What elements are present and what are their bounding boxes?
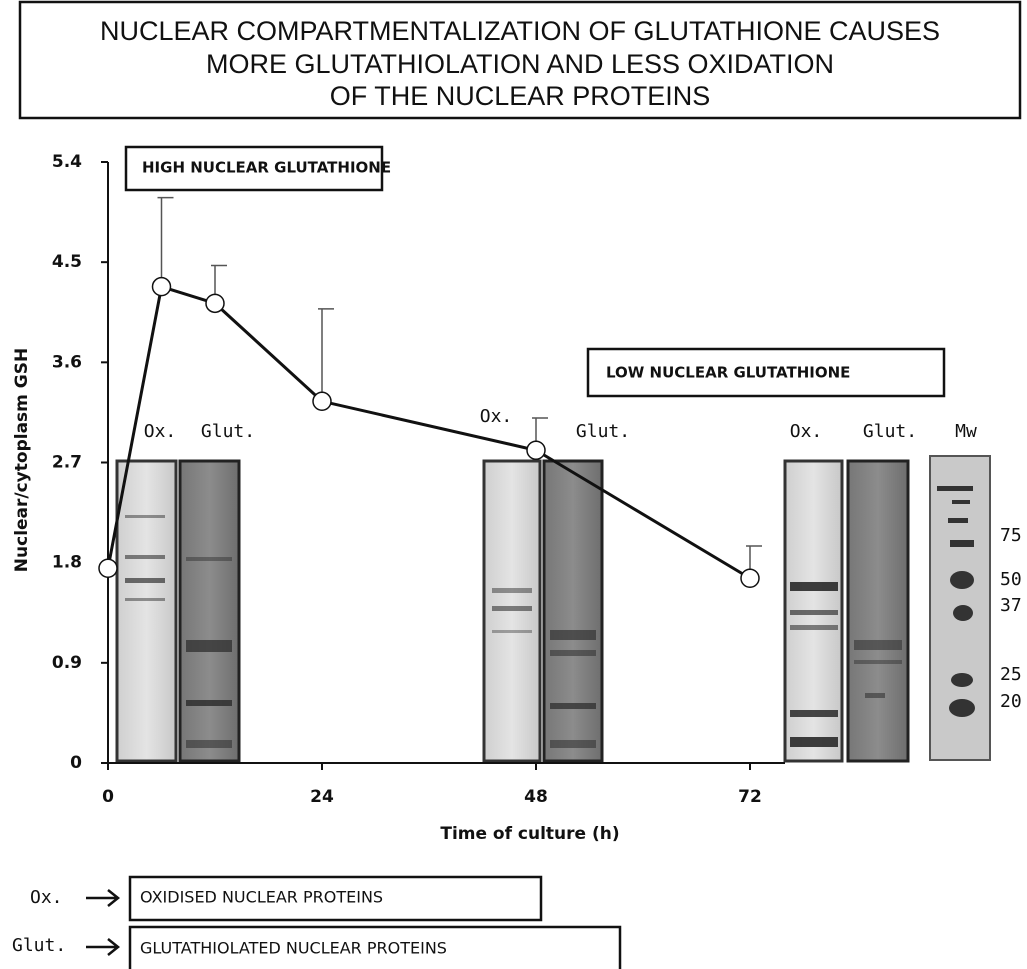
- gel-label: Glut.: [201, 421, 255, 442]
- legend-arrow: [86, 890, 118, 906]
- gel-label: Mw: [955, 421, 977, 442]
- x-tick-label: 24: [310, 787, 334, 807]
- annotation: LOW NUCLEAR GLUTATHIONE: [606, 364, 850, 382]
- chart-title: NUCLEAR COMPARTMENTALIZATION OF GLUTATHI…: [100, 16, 940, 46]
- error-bar: [158, 198, 174, 287]
- x-tick-label: 72: [738, 787, 762, 807]
- data-point: [153, 278, 171, 296]
- legend-arrow: [86, 939, 118, 955]
- gel-lane: [180, 461, 239, 761]
- data-point: [313, 392, 331, 410]
- mw-label: 20: [1000, 691, 1022, 712]
- y-tick-label: 0.9: [52, 653, 82, 673]
- mw-label: 50: [1000, 569, 1022, 590]
- error-bar: [318, 309, 334, 401]
- y-tick-label: 4.5: [52, 252, 82, 272]
- y-axis-label: Nuclear/cytoplasm GSH: [12, 348, 32, 572]
- gel-label: Ox.: [480, 406, 513, 427]
- legend-key: Ox.: [30, 887, 63, 908]
- data-point: [206, 294, 224, 312]
- chart-title: MORE GLUTATHIOLATION AND LESS OXIDATION: [206, 49, 834, 79]
- chart-title: OF THE NUCLEAR PROTEINS: [330, 81, 711, 111]
- data-point: [527, 441, 545, 459]
- y-tick-label: 1.8: [52, 553, 82, 573]
- x-tick-label: 0: [102, 787, 114, 807]
- mw-label: 25: [1000, 664, 1022, 685]
- data-point: [99, 559, 117, 577]
- annotation: HIGH NUCLEAR GLUTATHIONE: [142, 159, 391, 177]
- gel-label: Ox.: [144, 421, 177, 442]
- y-tick-label: 3.6: [52, 352, 82, 372]
- y-tick-label: 2.7: [52, 453, 82, 473]
- gel-lane: [544, 461, 602, 761]
- mw-label: 75: [1000, 525, 1022, 546]
- gel-lane: [848, 461, 908, 761]
- gel-label: Glut.: [576, 421, 630, 442]
- gel-label: Glut.: [863, 421, 917, 442]
- gel-lane: [117, 461, 176, 761]
- page: {"chart_data": { "type": "line", "title"…: [0, 0, 1027, 969]
- data-point: [741, 569, 759, 587]
- mw-label: 37: [1000, 595, 1022, 616]
- legend-label: OXIDISED NUCLEAR PROTEINS: [140, 888, 383, 907]
- chart: NUCLEAR COMPARTMENTALIZATION OF GLUTATHI…: [0, 0, 1027, 969]
- y-tick-label: 5.4: [52, 152, 82, 172]
- legend-label: GLUTATHIOLATED NUCLEAR PROTEINS: [140, 939, 447, 958]
- y-tick-label: 0: [70, 753, 82, 773]
- x-tick-label: 48: [524, 787, 548, 807]
- gel-label: Ox.: [790, 421, 823, 442]
- legend-key: Glut.: [12, 935, 66, 956]
- x-axis-label: Time of culture (h): [440, 824, 619, 844]
